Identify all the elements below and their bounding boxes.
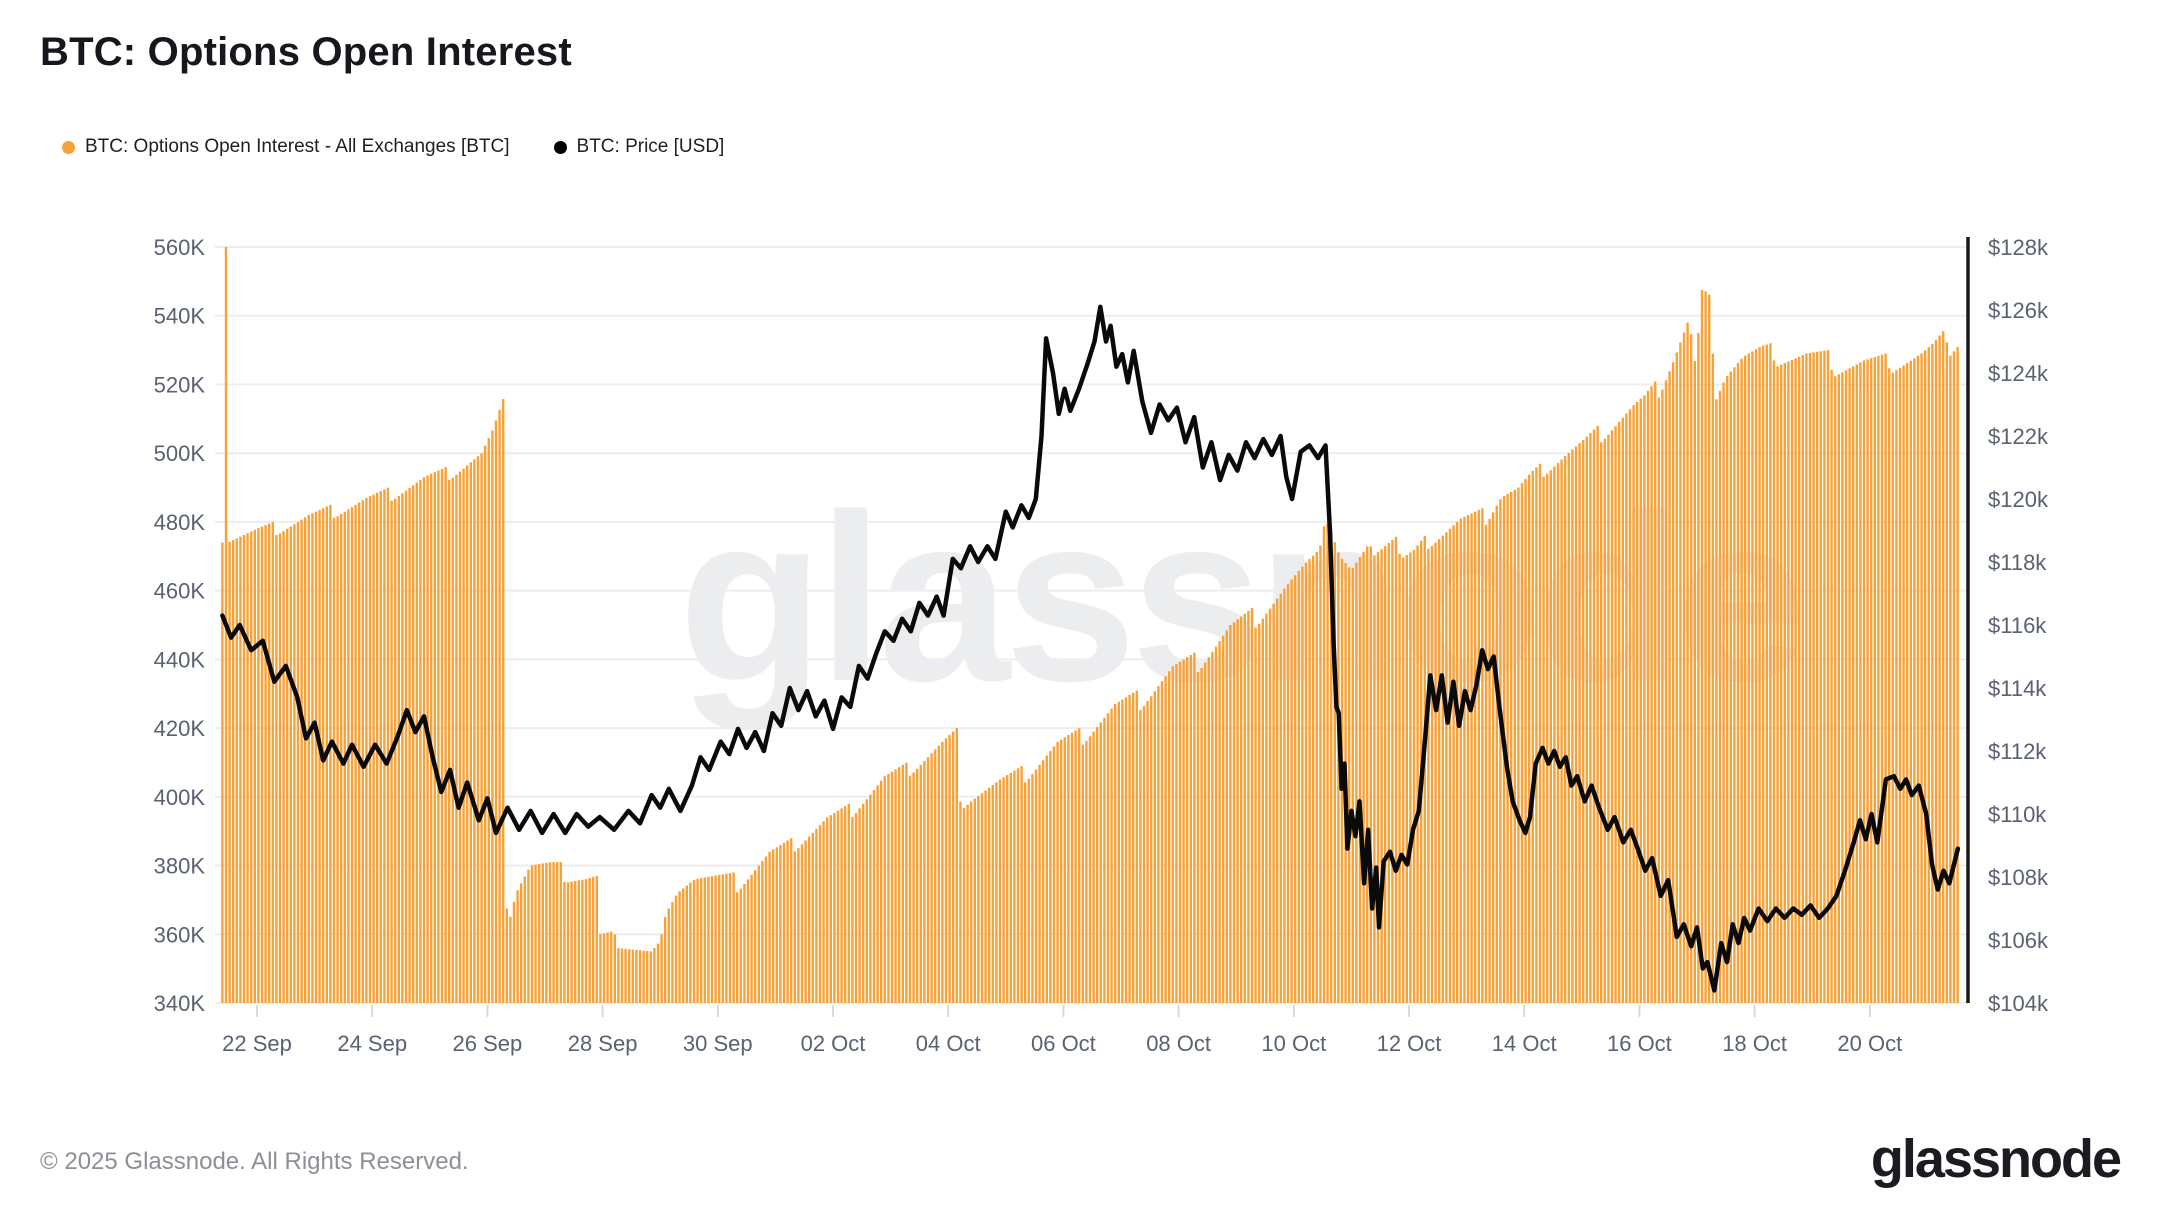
legend-item-open-interest[interactable]: BTC: Options Open Interest - All Exchang…	[62, 136, 510, 158]
y-axis-right-labels: $128k $126k $124k $122k $120k $118k $116k $114k…	[1988, 235, 2049, 1016]
price-line	[220, 304, 1961, 993]
x-tick-label: 24 Sep	[337, 1031, 407, 1056]
x-axis-labels: 22 Sep 24 Sep 26 Sep 28 Sep 30 Sep 02 Oct 04 O…	[222, 1005, 1902, 1056]
y-left-tick-label: 480K	[154, 510, 206, 535]
y-right-tick-label: $106k	[1988, 928, 2049, 953]
x-tick-label: 12 Oct	[1377, 1031, 1442, 1056]
y-right-tick-label: $118k	[1988, 550, 2047, 575]
x-tick-label: 10 Oct	[1261, 1031, 1326, 1056]
copyright-text: © 2025 Glassnode. All Rights Reserved.	[40, 1148, 469, 1175]
x-tick-label: 02 Oct	[801, 1031, 866, 1056]
legend-label-price: BTC: Price [USD]	[576, 136, 725, 157]
y-right-tick-label: $110k	[1988, 802, 2047, 827]
y-left-tick-label: 400K	[154, 785, 206, 810]
y-left-tick-label: 460K	[154, 579, 206, 604]
x-tick-label: 30 Sep	[683, 1031, 753, 1056]
y-right-tick-label: $122k	[1988, 424, 2049, 449]
y-left-tick-label: 420K	[154, 716, 206, 741]
y-left-tick-label: 440K	[154, 647, 206, 672]
y-left-tick-label: 540K	[154, 304, 206, 329]
x-tick-label: 14 Oct	[1492, 1031, 1557, 1056]
y-right-tick-label: $104k	[1988, 991, 2049, 1016]
y-left-tick-label: 380K	[154, 854, 206, 879]
x-tick-label: 04 Oct	[916, 1031, 981, 1056]
x-tick-label: 26 Sep	[453, 1031, 523, 1056]
x-tick-label: 16 Oct	[1607, 1031, 1672, 1056]
x-tick-label: 08 Oct	[1146, 1031, 1211, 1056]
y-left-tick-label: 360K	[154, 922, 206, 947]
y-left-tick-label: 340K	[154, 991, 206, 1016]
y-left-tick-label: 560K	[154, 235, 206, 260]
y-right-tick-label: $126k	[1988, 298, 2049, 323]
x-tick-label: 06 Oct	[1031, 1031, 1096, 1056]
y-right-tick-label: $124k	[1988, 361, 2049, 386]
glassnode-logo: glassnode	[1870, 1129, 2122, 1189]
x-tick-label: 20 Oct	[1837, 1031, 1902, 1056]
x-tick-label: 28 Sep	[568, 1031, 638, 1056]
y-left-tick-label: 520K	[154, 373, 206, 398]
y-right-tick-label: $128k	[1988, 235, 2049, 260]
x-tick-label: 18 Oct	[1722, 1031, 1787, 1056]
legend-dot-orange-icon	[62, 140, 75, 154]
y-right-tick-label: $112k	[1988, 739, 2047, 764]
y-right-tick-label: $108k	[1988, 865, 2049, 890]
legend-label-open-interest: BTC: Options Open Interest - All Exchang…	[85, 136, 510, 157]
legend-dot-black-icon	[553, 140, 567, 154]
y-axis-left-labels: 560K 540K 520K 500K 480K 460K 440K 420K 400K 380K…	[154, 235, 206, 1016]
y-left-tick-label: 500K	[154, 441, 206, 466]
legend-item-price[interactable]: BTC: Price [USD]	[553, 136, 725, 158]
y-right-tick-label: $120k	[1988, 487, 2049, 512]
y-right-tick-label: $114k	[1988, 676, 2047, 701]
legend: BTC: Options Open Interest - All Exchang…	[62, 136, 724, 158]
page-title: BTC: Options Open Interest	[40, 30, 572, 74]
y-right-tick-label: $116k	[1988, 613, 2047, 638]
x-tick-label: 22 Sep	[222, 1031, 292, 1056]
